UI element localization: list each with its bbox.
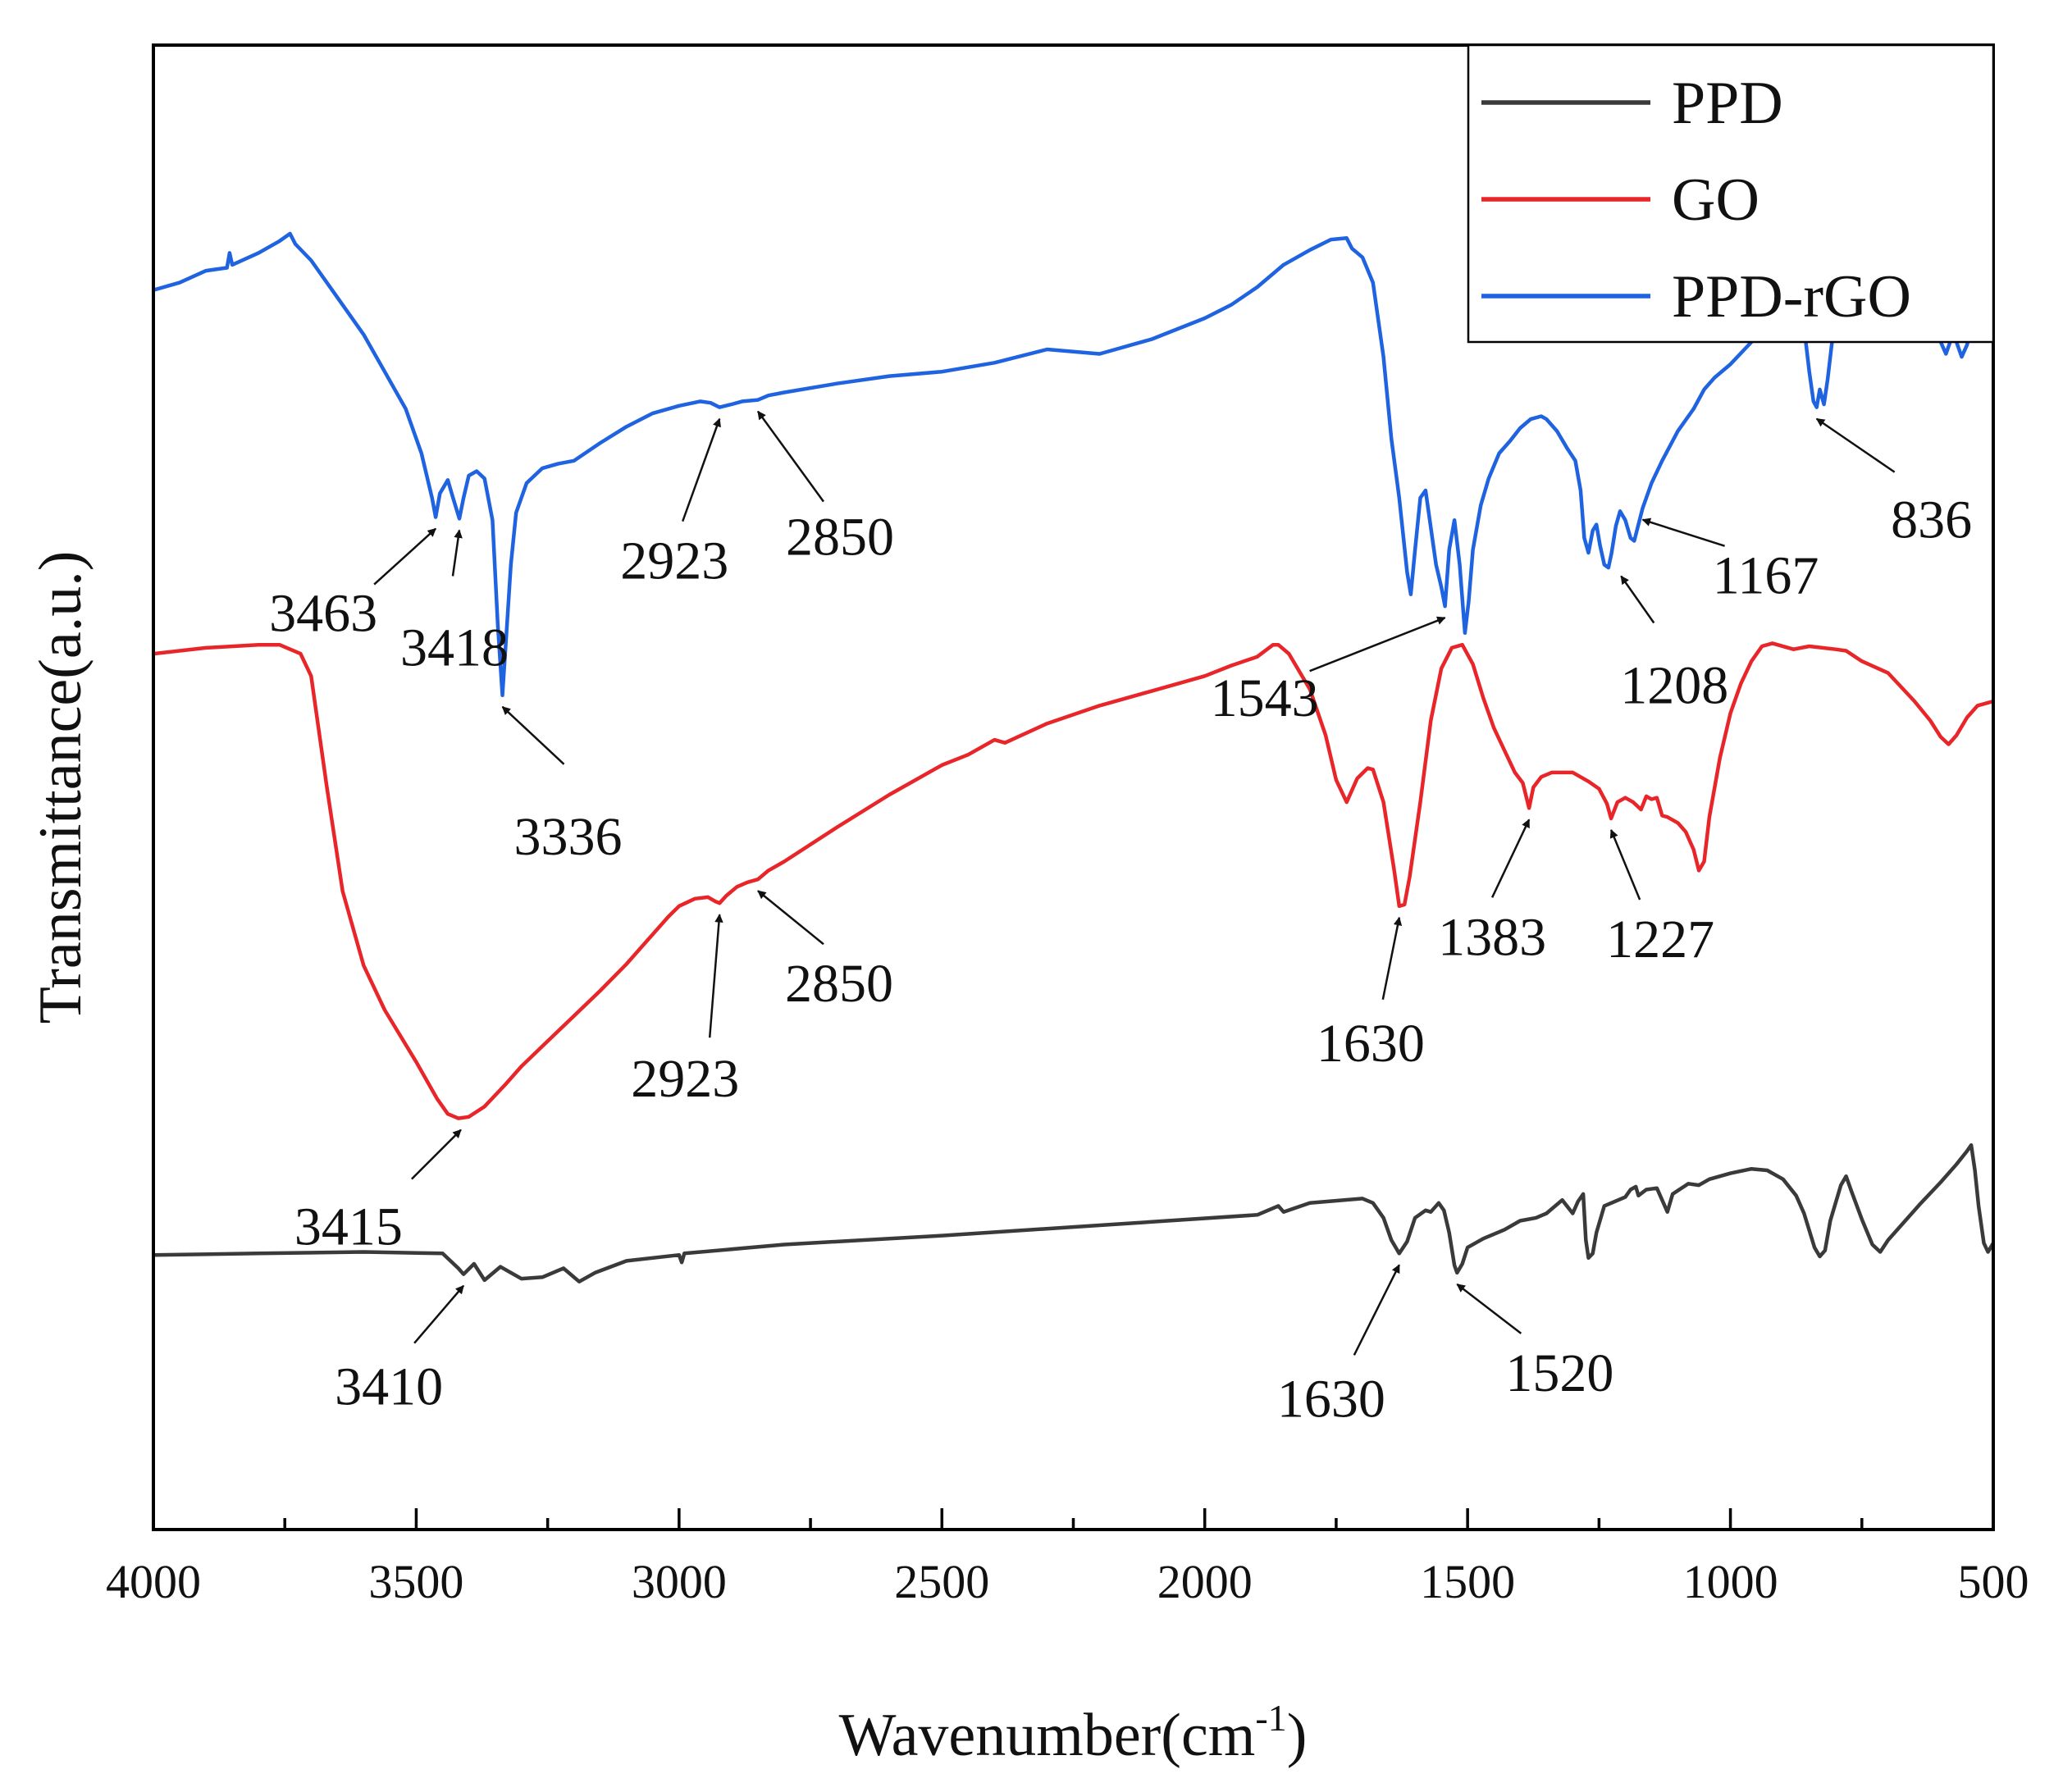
peak-annotation-3336: 3336 bbox=[501, 705, 623, 867]
peak-arrow bbox=[411, 1129, 462, 1180]
peak-arrow bbox=[1490, 818, 1531, 898]
peak-arrow bbox=[1620, 575, 1655, 624]
peak-label: 3410 bbox=[335, 1357, 443, 1417]
peak-arrow bbox=[501, 705, 565, 765]
peak-arrow bbox=[1641, 518, 1725, 547]
peak-arrow bbox=[682, 417, 721, 522]
peak-annotation-1630: 1630 bbox=[1317, 916, 1425, 1074]
x-tick-label: 2500 bbox=[894, 1555, 989, 1608]
series-layer bbox=[153, 231, 1993, 1284]
peak-label: 1208 bbox=[1620, 656, 1728, 716]
peak-annotation-1630: 1630 bbox=[1277, 1264, 1400, 1429]
x-tick-label: 1000 bbox=[1683, 1555, 1778, 1608]
peak-annotation-3463: 3463 bbox=[269, 527, 436, 644]
peak-annotation-1167: 1167 bbox=[1641, 518, 1819, 606]
peak-arrow bbox=[413, 1284, 465, 1344]
legend-label-ppd: PPD bbox=[1672, 70, 1783, 137]
peak-arrow bbox=[1309, 616, 1446, 673]
peak-arrow bbox=[1609, 829, 1641, 901]
x-axis-title-superscript: -1 bbox=[1255, 1697, 1286, 1739]
peak-annotation-2850: 2850 bbox=[756, 410, 894, 568]
peak-annotation-836: 836 bbox=[1815, 417, 1972, 550]
series-line-ppd bbox=[153, 1142, 1993, 1284]
peak-label: 1383 bbox=[1438, 907, 1546, 967]
peak-label: 2923 bbox=[631, 1049, 739, 1109]
peak-arrow bbox=[451, 529, 463, 577]
peak-label: 3463 bbox=[269, 584, 377, 644]
peak-label: 1543 bbox=[1211, 668, 1319, 728]
x-tick-label: 3000 bbox=[632, 1555, 727, 1608]
peak-label: 1167 bbox=[1713, 546, 1819, 606]
peak-label: 1227 bbox=[1606, 910, 1714, 969]
peak-annotation-3415: 3415 bbox=[294, 1129, 462, 1257]
peak-label: 3415 bbox=[294, 1197, 403, 1257]
x-tick-label: 4000 bbox=[106, 1555, 201, 1608]
x-axis-title-close: ) bbox=[1287, 1702, 1308, 1769]
peak-arrow bbox=[373, 527, 436, 586]
series-line-go bbox=[153, 641, 1993, 1120]
peak-arrow bbox=[708, 914, 723, 1038]
peak-arrow bbox=[1815, 417, 1896, 473]
y-axis-title: Transmittance(a.u.) bbox=[27, 551, 94, 1024]
x-tick-label: 1500 bbox=[1420, 1555, 1515, 1608]
peak-arrow bbox=[757, 890, 824, 946]
peak-annotation-1227: 1227 bbox=[1606, 829, 1714, 969]
peak-label: 2850 bbox=[786, 508, 894, 568]
peak-label: 836 bbox=[1891, 490, 1972, 550]
peak-annotation-3410: 3410 bbox=[335, 1284, 465, 1417]
x-axis-ticks: 4000 3500 3000 2500 2000 1500 1000 500 bbox=[106, 1508, 2029, 1608]
peak-label: 3336 bbox=[514, 807, 623, 867]
peak-label: 1630 bbox=[1317, 1014, 1425, 1074]
legend-label-go: GO bbox=[1672, 166, 1759, 234]
x-tick-label: 500 bbox=[1958, 1555, 2029, 1608]
legend-label-ppd-rgo: PPD-rGO bbox=[1672, 263, 1911, 331]
peak-arrow bbox=[1381, 916, 1403, 1001]
peak-annotation-1520: 1520 bbox=[1456, 1283, 1613, 1403]
peak-arrow bbox=[1456, 1283, 1522, 1334]
peak-annotation-2850: 2850 bbox=[757, 890, 893, 1014]
x-tick-label: 3500 bbox=[368, 1555, 463, 1608]
legend-box bbox=[1467, 43, 1995, 344]
series-line-ppd-rgo bbox=[153, 231, 1993, 698]
peak-arrow bbox=[756, 410, 824, 503]
peak-annotation-1383: 1383 bbox=[1438, 818, 1546, 967]
peak-label: 1520 bbox=[1505, 1343, 1613, 1403]
legend: PPD GO PPD-rGO bbox=[1467, 43, 1995, 344]
peak-label: 1630 bbox=[1277, 1369, 1385, 1429]
peak-label: 2850 bbox=[785, 954, 893, 1014]
peak-label: 3418 bbox=[400, 618, 509, 677]
peak-label: 2923 bbox=[620, 531, 728, 591]
peak-annotation-3418: 3418 bbox=[400, 529, 509, 677]
peak-annotation-1543: 1543 bbox=[1211, 616, 1446, 728]
peak-arrow bbox=[1353, 1264, 1400, 1356]
peak-annotation-1208: 1208 bbox=[1620, 575, 1728, 716]
annotation-layer: 3463 3418 3336 2923 2850 1543 1208 1167 836 3415 2… bbox=[269, 410, 1972, 1429]
x-axis-title-main: Wavenumber(cm bbox=[839, 1702, 1256, 1769]
peak-annotation-2923: 2923 bbox=[620, 417, 728, 591]
x-axis-title: Wavenumber(cm-1) bbox=[839, 1697, 1308, 1769]
peak-annotation-2923: 2923 bbox=[631, 914, 739, 1109]
x-tick-label: 2000 bbox=[1157, 1555, 1253, 1608]
